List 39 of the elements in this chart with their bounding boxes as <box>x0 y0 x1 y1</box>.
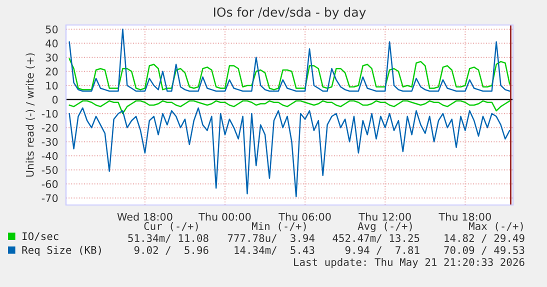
line-series <box>68 107 510 198</box>
legend-label: IO/sec <box>22 232 58 241</box>
y-tick-label: 40 <box>46 40 58 48</box>
y-tick-label: -20 <box>42 124 58 132</box>
y-tick-label: -10 <box>42 110 58 118</box>
text: Cur (-/+) <box>144 222 198 232</box>
chart-title: IOs for /dev/sda - by day <box>214 7 366 20</box>
x-tick-label: Thu 12:00 <box>358 212 411 221</box>
text: 9.94 / 7.81 <box>345 246 420 255</box>
text: 14.82 / 29.49 <box>444 234 524 243</box>
x-tick-label: Thu 06:00 <box>278 212 331 221</box>
y-tick-label: 20 <box>46 68 58 76</box>
text: 9.02 / 5.96 <box>134 246 208 255</box>
text: 70.09 / 49.53 <box>444 246 524 255</box>
x-tick-label: Thu 00:00 <box>198 212 251 221</box>
y-axis-title: Units read (-) / write (+) <box>26 53 35 177</box>
legend-label: Req Size (KB) <box>22 246 101 256</box>
y-tick-label: 10 <box>46 82 58 90</box>
text: Avg (-/+) <box>358 222 412 232</box>
line-series <box>68 100 510 114</box>
line-series <box>68 28 510 92</box>
y-tick-label: 0 <box>52 96 58 104</box>
text: Min (-/+) <box>252 222 306 232</box>
x-tick-label: Thu 18:00 <box>438 212 491 221</box>
x-tick-label: Wed 18:00 <box>117 212 172 221</box>
text: 452.47m/ 13.25 <box>332 234 420 243</box>
text: 777.78u/ 3.94 <box>228 234 315 243</box>
text: 51.34m/ 11.08 <box>128 234 208 243</box>
y-tick-label: -30 <box>42 138 58 146</box>
y-tick-label: -50 <box>42 166 58 174</box>
text: 14.34m/ 5.43 <box>234 246 314 255</box>
y-tick-label: 50 <box>46 25 58 34</box>
y-tick-label: -70 <box>42 194 58 202</box>
y-tick-label: 30 <box>46 54 58 62</box>
y-tick-label: -60 <box>42 180 58 188</box>
text: Max (-/+) <box>468 222 523 232</box>
line-series <box>68 58 510 90</box>
text: Last update: Thu May 21 21:20:33 2026 <box>294 258 524 268</box>
y-tick-label: -40 <box>42 152 58 160</box>
